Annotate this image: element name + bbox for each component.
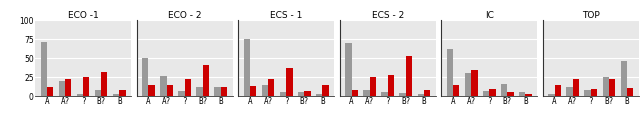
Bar	[59, 81, 65, 96]
Bar	[304, 91, 310, 96]
Bar	[525, 94, 532, 96]
Title: ECO -1: ECO -1	[68, 11, 99, 20]
Bar	[566, 87, 573, 96]
Bar	[203, 65, 209, 96]
Bar	[77, 94, 83, 96]
Bar	[179, 91, 185, 96]
Bar	[406, 56, 412, 96]
Bar	[603, 77, 609, 96]
Bar	[351, 90, 358, 96]
Bar	[166, 85, 173, 96]
Bar	[453, 85, 460, 96]
Bar	[160, 76, 166, 96]
Title: ECS - 1: ECS - 1	[270, 11, 302, 20]
Bar	[417, 94, 424, 96]
Bar	[399, 93, 406, 96]
Bar	[95, 90, 101, 96]
Bar	[47, 87, 53, 96]
Bar	[471, 69, 477, 96]
Bar	[364, 90, 370, 96]
Bar	[555, 85, 561, 96]
Title: TOP: TOP	[582, 11, 600, 20]
Bar	[370, 77, 376, 96]
Bar	[148, 85, 155, 96]
Bar	[548, 94, 555, 96]
Bar	[142, 58, 148, 96]
Bar	[584, 90, 591, 96]
Bar	[268, 79, 275, 96]
Bar	[591, 89, 597, 96]
Bar	[345, 43, 351, 96]
Bar	[119, 90, 125, 96]
Bar	[214, 87, 221, 96]
Title: ECS - 2: ECS - 2	[372, 11, 404, 20]
Title: IC: IC	[485, 11, 493, 20]
Bar	[501, 84, 508, 96]
Bar	[447, 49, 453, 96]
Bar	[573, 79, 579, 96]
Bar	[323, 85, 329, 96]
Bar	[40, 42, 47, 96]
Bar	[113, 94, 119, 96]
Bar	[508, 92, 514, 96]
Bar	[621, 61, 627, 96]
Bar	[381, 92, 388, 96]
Bar	[262, 85, 268, 96]
Bar	[196, 87, 203, 96]
Bar	[244, 39, 250, 96]
Bar	[280, 92, 286, 96]
Bar	[609, 79, 615, 96]
Bar	[316, 94, 323, 96]
Bar	[221, 87, 227, 96]
Bar	[489, 89, 495, 96]
Bar	[83, 77, 90, 96]
Bar	[298, 92, 304, 96]
Bar	[519, 92, 525, 96]
Bar	[101, 72, 108, 96]
Title: ECO - 2: ECO - 2	[168, 11, 202, 20]
Bar	[388, 75, 394, 96]
Bar	[483, 91, 489, 96]
Bar	[424, 90, 430, 96]
Bar	[250, 86, 257, 96]
Bar	[465, 73, 471, 96]
Bar	[627, 88, 634, 96]
Bar	[286, 68, 292, 96]
Bar	[65, 79, 71, 96]
Bar	[185, 79, 191, 96]
